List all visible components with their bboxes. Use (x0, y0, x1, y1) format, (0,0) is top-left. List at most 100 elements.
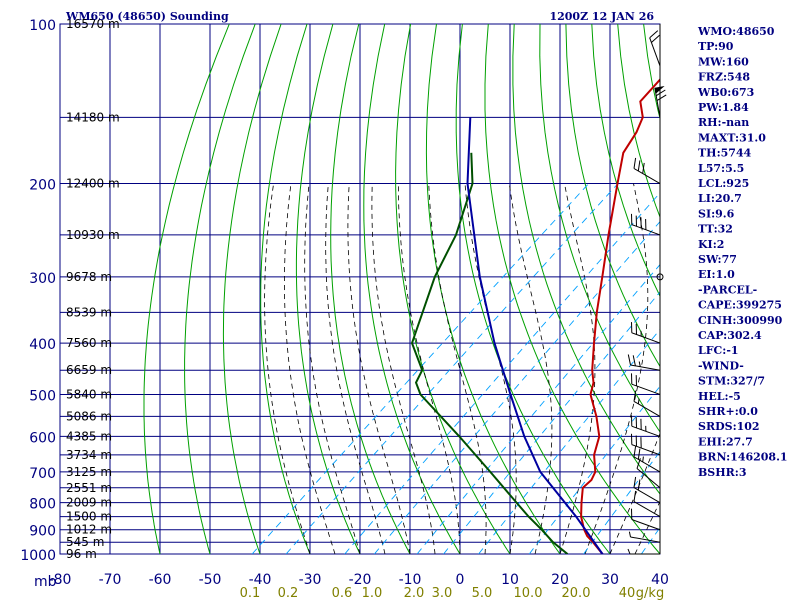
mixing-ratio-line-10 (528, 385, 660, 554)
barb-flag (637, 479, 641, 491)
moist-adiabat--30 (264, 183, 311, 554)
height-label-750: 2551 m (66, 481, 112, 495)
wind-barb-250 (631, 213, 661, 236)
moist-adiabat-0 (398, 183, 461, 554)
index-13: TT:32 (698, 223, 733, 236)
pressure-tick-900: 900 (29, 524, 56, 540)
wind-barb-900 (631, 508, 661, 531)
index-4: WB0:673 (697, 86, 754, 99)
index-11: LI:20.7 (698, 192, 742, 205)
barb-shaft (631, 425, 661, 437)
barb-flag (632, 355, 636, 367)
index-22: -WIND- (698, 359, 744, 372)
height-label-450: 6659 m (66, 363, 112, 377)
dry-adiabats (143, 24, 660, 554)
dry-adiabat-40 (484, 24, 660, 554)
index-12: SI:9.6 (698, 207, 735, 220)
temperature-tick-40: 40 (651, 572, 669, 588)
pressure-tick-400: 400 (29, 337, 56, 353)
wind-barb-300 (656, 273, 664, 281)
pressure-tick-200: 200 (29, 178, 56, 194)
barb-flag (633, 490, 637, 502)
mixing-ratio-line-0.2 (285, 183, 619, 554)
moist-adiabat-20 (559, 183, 596, 554)
moist-adiabat--10 (347, 183, 411, 554)
mixing-ratio-label-6: 5.0 (472, 586, 493, 600)
barb-flag (633, 390, 637, 402)
pressure-tick-500: 500 (29, 389, 56, 405)
barb-shaft (633, 168, 661, 184)
pressure-tick-100: 100 (29, 18, 56, 34)
barb-flag (633, 446, 637, 457)
index-panel: WMO:48650 TP:90 MW:160 FRZ:548 WB0:673 PW:1.8… (697, 25, 788, 479)
temperature-tick--70: -70 (99, 572, 122, 588)
moist-adiabat--5 (371, 183, 436, 554)
wind-barb-950 (628, 531, 661, 543)
index-28: BRN:146208.1 (698, 451, 788, 464)
pressure-tick-300: 300 (29, 271, 56, 287)
height-label-200: 12400 m (66, 177, 120, 191)
index-16: EI:1.0 (698, 268, 735, 281)
wind-barb-500 (631, 373, 661, 395)
wind-barb-700 (633, 446, 661, 473)
index-26: SRDS:102 (698, 420, 760, 433)
mixing-ratio-label-2: 0.6 (332, 586, 353, 600)
barb-half-flag (637, 398, 640, 404)
temperature-tick-20: 20 (551, 572, 569, 588)
index-3: FRZ:548 (698, 71, 750, 84)
barb-flag (633, 157, 637, 169)
index-23: STM:327/7 (698, 375, 765, 388)
moist-adiabat-5 (428, 183, 487, 554)
mixing-ratio-label-5: 3.0 (432, 586, 453, 600)
pressure-tick-700: 700 (29, 466, 56, 482)
wind-barb-450 (627, 354, 661, 371)
dry-adiabat-0 (363, 24, 461, 554)
mixing-ratio-label-4: 2.0 (404, 586, 425, 600)
mixing-ratio-label-0: 0.1 (240, 586, 261, 600)
height-label-950: 545 m (66, 535, 104, 549)
temperature-tick--80: -80 (49, 572, 72, 588)
dry-adiabat-10 (395, 24, 511, 554)
height-label-150: 14180 m (66, 110, 120, 124)
wind-barb-550 (633, 390, 661, 417)
sounding-profiles (410, 78, 660, 554)
dry-adiabat--30 (260, 24, 311, 554)
calm-circle (656, 273, 664, 281)
mixing-ratio-label-9: 40 (619, 586, 636, 600)
moist-adiabat-25 (584, 183, 649, 554)
barb-flag (633, 476, 637, 488)
pressure-tick-1000: 1000 (20, 548, 56, 564)
barb-shaft (633, 501, 661, 518)
mixing-ratio-line-0.1 (251, 183, 590, 554)
barb-shaft (633, 487, 661, 504)
index-27: EHI:27.7 (698, 435, 753, 448)
parcel-line (466, 117, 604, 554)
dry-adiabat-60 (539, 24, 660, 433)
mixing-ratio-label-8: 20.0 (562, 586, 591, 600)
index-24: HEL:-5 (698, 390, 741, 403)
index-14: KI:2 (698, 238, 724, 251)
dry-adiabat-50 (512, 24, 660, 495)
height-label-600: 4385 m (66, 429, 112, 443)
height-label-800: 2009 m (66, 496, 112, 510)
dry-adiabat--40 (222, 24, 282, 554)
height-label-850: 1500 m (66, 510, 112, 524)
pressure-tick-600: 600 (29, 430, 56, 446)
barb-shaft (631, 332, 661, 344)
barb-flag (637, 448, 641, 460)
mixing-ratio-line-3 (443, 291, 660, 554)
barb-flag (656, 94, 667, 102)
index-0: WMO:48650 (697, 25, 775, 38)
barb-flag (627, 354, 631, 366)
barb-half-flag (628, 531, 631, 538)
temperature-tick--50: -50 (199, 572, 222, 588)
height-label-1000: 96 m (66, 547, 97, 561)
mixing-ratio-label-7: 10.0 (514, 586, 543, 600)
barb-pennant (654, 86, 665, 94)
moist-adiabat-35 (634, 500, 660, 554)
height-label-250: 10930 m (66, 228, 120, 242)
height-label-350: 8539 m (66, 305, 112, 319)
dry-adiabat--10 (330, 24, 411, 554)
temperature-line (580, 78, 660, 554)
